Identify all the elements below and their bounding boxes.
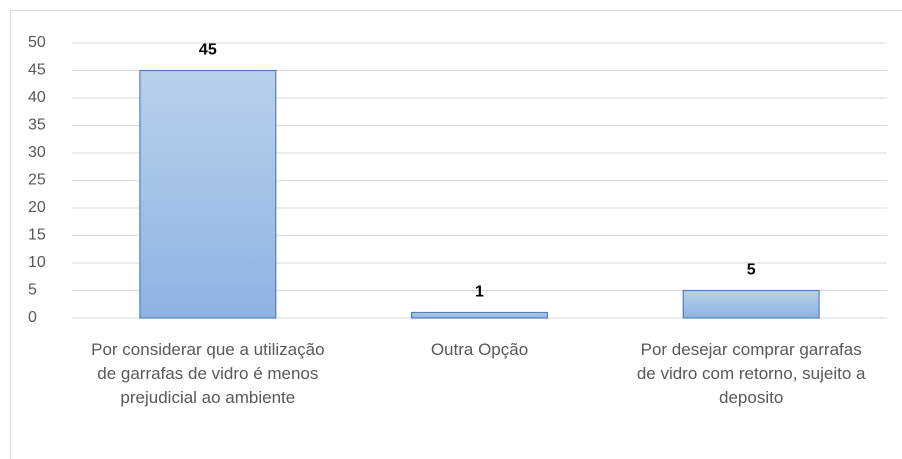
bar [139, 69, 277, 319]
y-tick-label: 0 [28, 309, 37, 326]
y-tick-label: 40 [28, 89, 46, 106]
y-tick-label: 25 [28, 172, 46, 189]
x-tick-label: Por considerar que a utilização de garra… [91, 340, 325, 407]
y-tick-label: 10 [28, 254, 46, 271]
y-tick-label: 30 [28, 144, 46, 161]
data-label: 1 [475, 284, 484, 301]
x-tick-label: Outra Opção [430, 340, 529, 359]
y-tick-label: 20 [28, 199, 46, 216]
y-tick-label: 35 [28, 117, 46, 134]
y-tick-label: 15 [28, 227, 46, 244]
y-tick-label: 5 [28, 282, 37, 299]
data-label: 45 [199, 42, 217, 59]
y-tick-label: 45 [28, 62, 46, 79]
data-label: 5 [747, 262, 756, 279]
bar [682, 289, 820, 319]
chart-frame [10, 10, 902, 459]
y-tick-label: 50 [28, 34, 46, 51]
bar [410, 311, 549, 319]
x-tick-label: Por desejar comprar garrafas de vidro co… [636, 340, 866, 407]
